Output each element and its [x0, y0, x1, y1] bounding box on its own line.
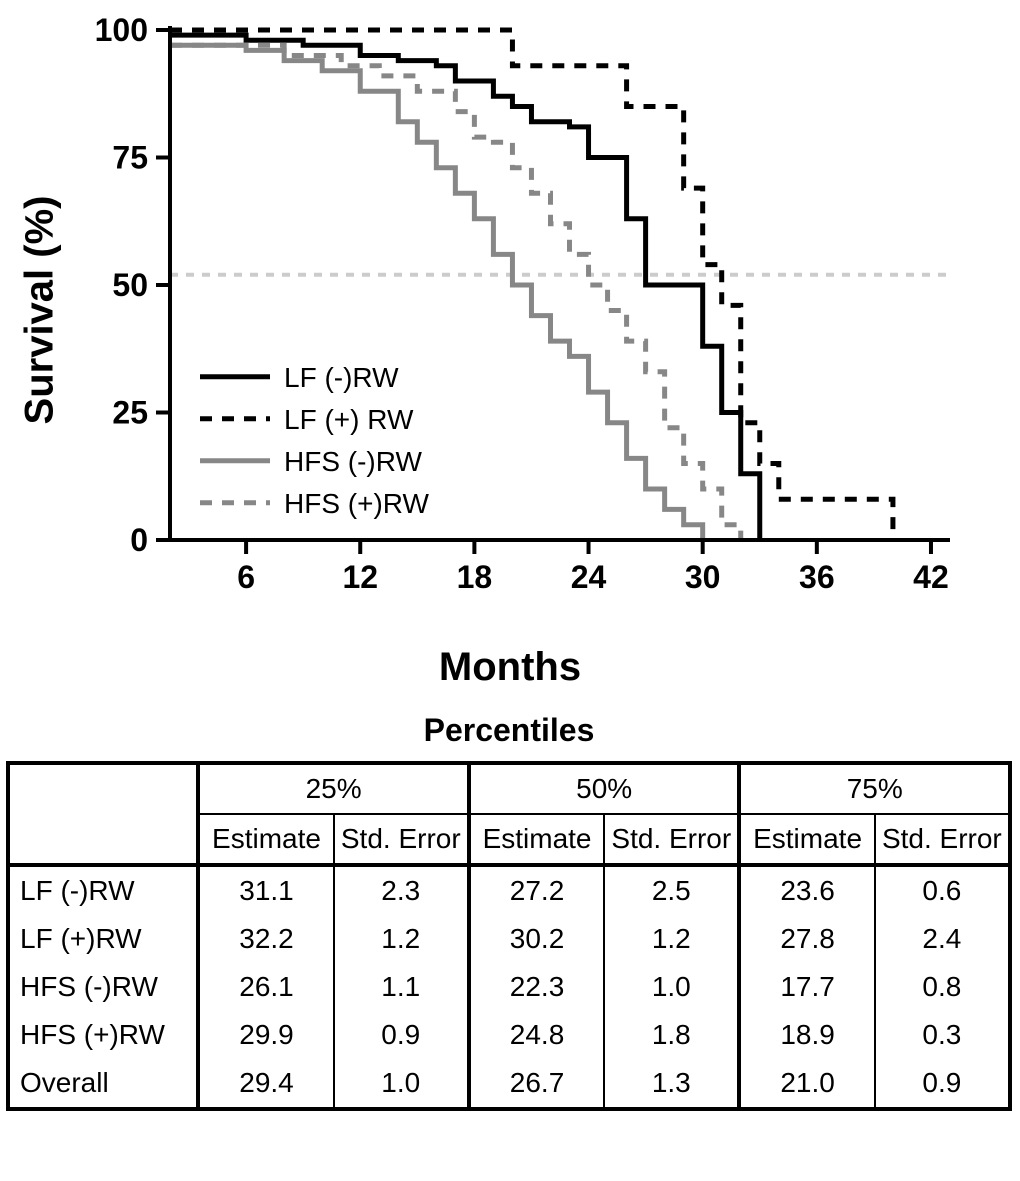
table-cell: 1.1 — [334, 963, 469, 1011]
svg-text:50: 50 — [112, 267, 148, 303]
table-cell: 1.0 — [334, 1059, 469, 1109]
table-title: Percentiles — [6, 712, 1012, 749]
figure-container: Survival (%) 0 25 50 75 100 6 12 18 24 30 36 42 LF (… — [0, 0, 1020, 1181]
table-cell: 0.9 — [875, 1059, 1010, 1109]
y-axis-label: Survival (%) — [18, 196, 63, 425]
table-cell: 26.7 — [469, 1059, 604, 1109]
table-cell: 1.8 — [604, 1011, 739, 1059]
table-cell: 1.0 — [604, 963, 739, 1011]
table-cell: 1.3 — [604, 1059, 739, 1109]
svg-text:75: 75 — [112, 140, 148, 176]
table-row: LF (+)RW32.21.230.21.227.82.4 — [8, 915, 1010, 963]
row-label: LF (+)RW — [8, 915, 198, 963]
svg-text:36: 36 — [799, 559, 835, 595]
row-label: HFS (-)RW — [8, 963, 198, 1011]
subcol-stderr: Std. Error — [604, 814, 739, 865]
row-label: Overall — [8, 1059, 198, 1109]
table-cell: 32.2 — [198, 915, 333, 963]
x-axis-label: Months — [439, 645, 581, 690]
table-cell: 0.6 — [875, 865, 1010, 915]
table-cell: 1.2 — [604, 915, 739, 963]
row-label: HFS (+)RW — [8, 1011, 198, 1059]
survival-chart: Survival (%) 02550751006121824303642LF (… — [50, 10, 970, 620]
table-cell: 29.4 — [198, 1059, 333, 1109]
svg-text:HFS (-)RW: HFS (-)RW — [284, 446, 422, 477]
table-cell: 24.8 — [469, 1011, 604, 1059]
table-row: HFS (-)RW26.11.122.31.017.70.8 — [8, 963, 1010, 1011]
subcol-estimate: Estimate — [198, 814, 333, 865]
col-group-75: 75% — [739, 763, 1010, 814]
svg-text:24: 24 — [571, 559, 607, 595]
chart-svg: 0 25 50 75 100 6 12 18 24 30 36 42 LF (-)RW LF (+) RW… — [50, 10, 970, 620]
svg-text:6: 6 — [237, 559, 255, 595]
svg-text:LF (+) RW: LF (+) RW — [284, 404, 414, 435]
table-cell: 31.1 — [198, 865, 333, 915]
percentiles-table-area: Percentiles 25% 50% 75% Estimate Std. Er… — [6, 706, 1012, 1111]
table-cell: 23.6 — [739, 865, 874, 915]
svg-text:LF (-)RW: LF (-)RW — [284, 362, 399, 393]
table-cell: 1.2 — [334, 915, 469, 963]
table-cell: 17.7 — [739, 963, 874, 1011]
table-row: HFS (+)RW29.90.924.81.818.90.3 — [8, 1011, 1010, 1059]
table-row: Overall29.41.026.71.321.00.9 — [8, 1059, 1010, 1109]
table-cell: 26.1 — [198, 963, 333, 1011]
percentiles-table: 25% 50% 75% Estimate Std. Error Estimate… — [6, 761, 1012, 1111]
svg-text:12: 12 — [342, 559, 378, 595]
table-cell: 0.9 — [334, 1011, 469, 1059]
table-row: LF (-)RW31.12.327.22.523.60.6 — [8, 865, 1010, 915]
svg-text:30: 30 — [685, 559, 721, 595]
svg-text:42: 42 — [913, 559, 949, 595]
svg-text:25: 25 — [112, 395, 148, 431]
subcol-stderr: Std. Error — [875, 814, 1010, 865]
table-cell: 30.2 — [469, 915, 604, 963]
subcol-estimate: Estimate — [739, 814, 874, 865]
table-cell: 21.0 — [739, 1059, 874, 1109]
svg-text:100: 100 — [95, 12, 148, 48]
table-cell: 2.4 — [875, 915, 1010, 963]
table-cell: 29.9 — [198, 1011, 333, 1059]
col-group-25: 25% — [198, 763, 469, 814]
col-group-50: 50% — [469, 763, 740, 814]
table-cell: 27.8 — [739, 915, 874, 963]
table-corner — [8, 763, 198, 865]
svg-text:18: 18 — [457, 559, 493, 595]
table-cell: 0.8 — [875, 963, 1010, 1011]
subcol-estimate: Estimate — [469, 814, 604, 865]
table-cell: 0.3 — [875, 1011, 1010, 1059]
svg-text:0: 0 — [130, 522, 148, 558]
table-cell: 18.9 — [739, 1011, 874, 1059]
svg-text:HFS (+)RW: HFS (+)RW — [284, 488, 429, 519]
table-cell: 22.3 — [469, 963, 604, 1011]
table-cell: 27.2 — [469, 865, 604, 915]
table-cell: 2.3 — [334, 865, 469, 915]
table-cell: 2.5 — [604, 865, 739, 915]
row-label: LF (-)RW — [8, 865, 198, 915]
subcol-stderr: Std. Error — [334, 814, 469, 865]
